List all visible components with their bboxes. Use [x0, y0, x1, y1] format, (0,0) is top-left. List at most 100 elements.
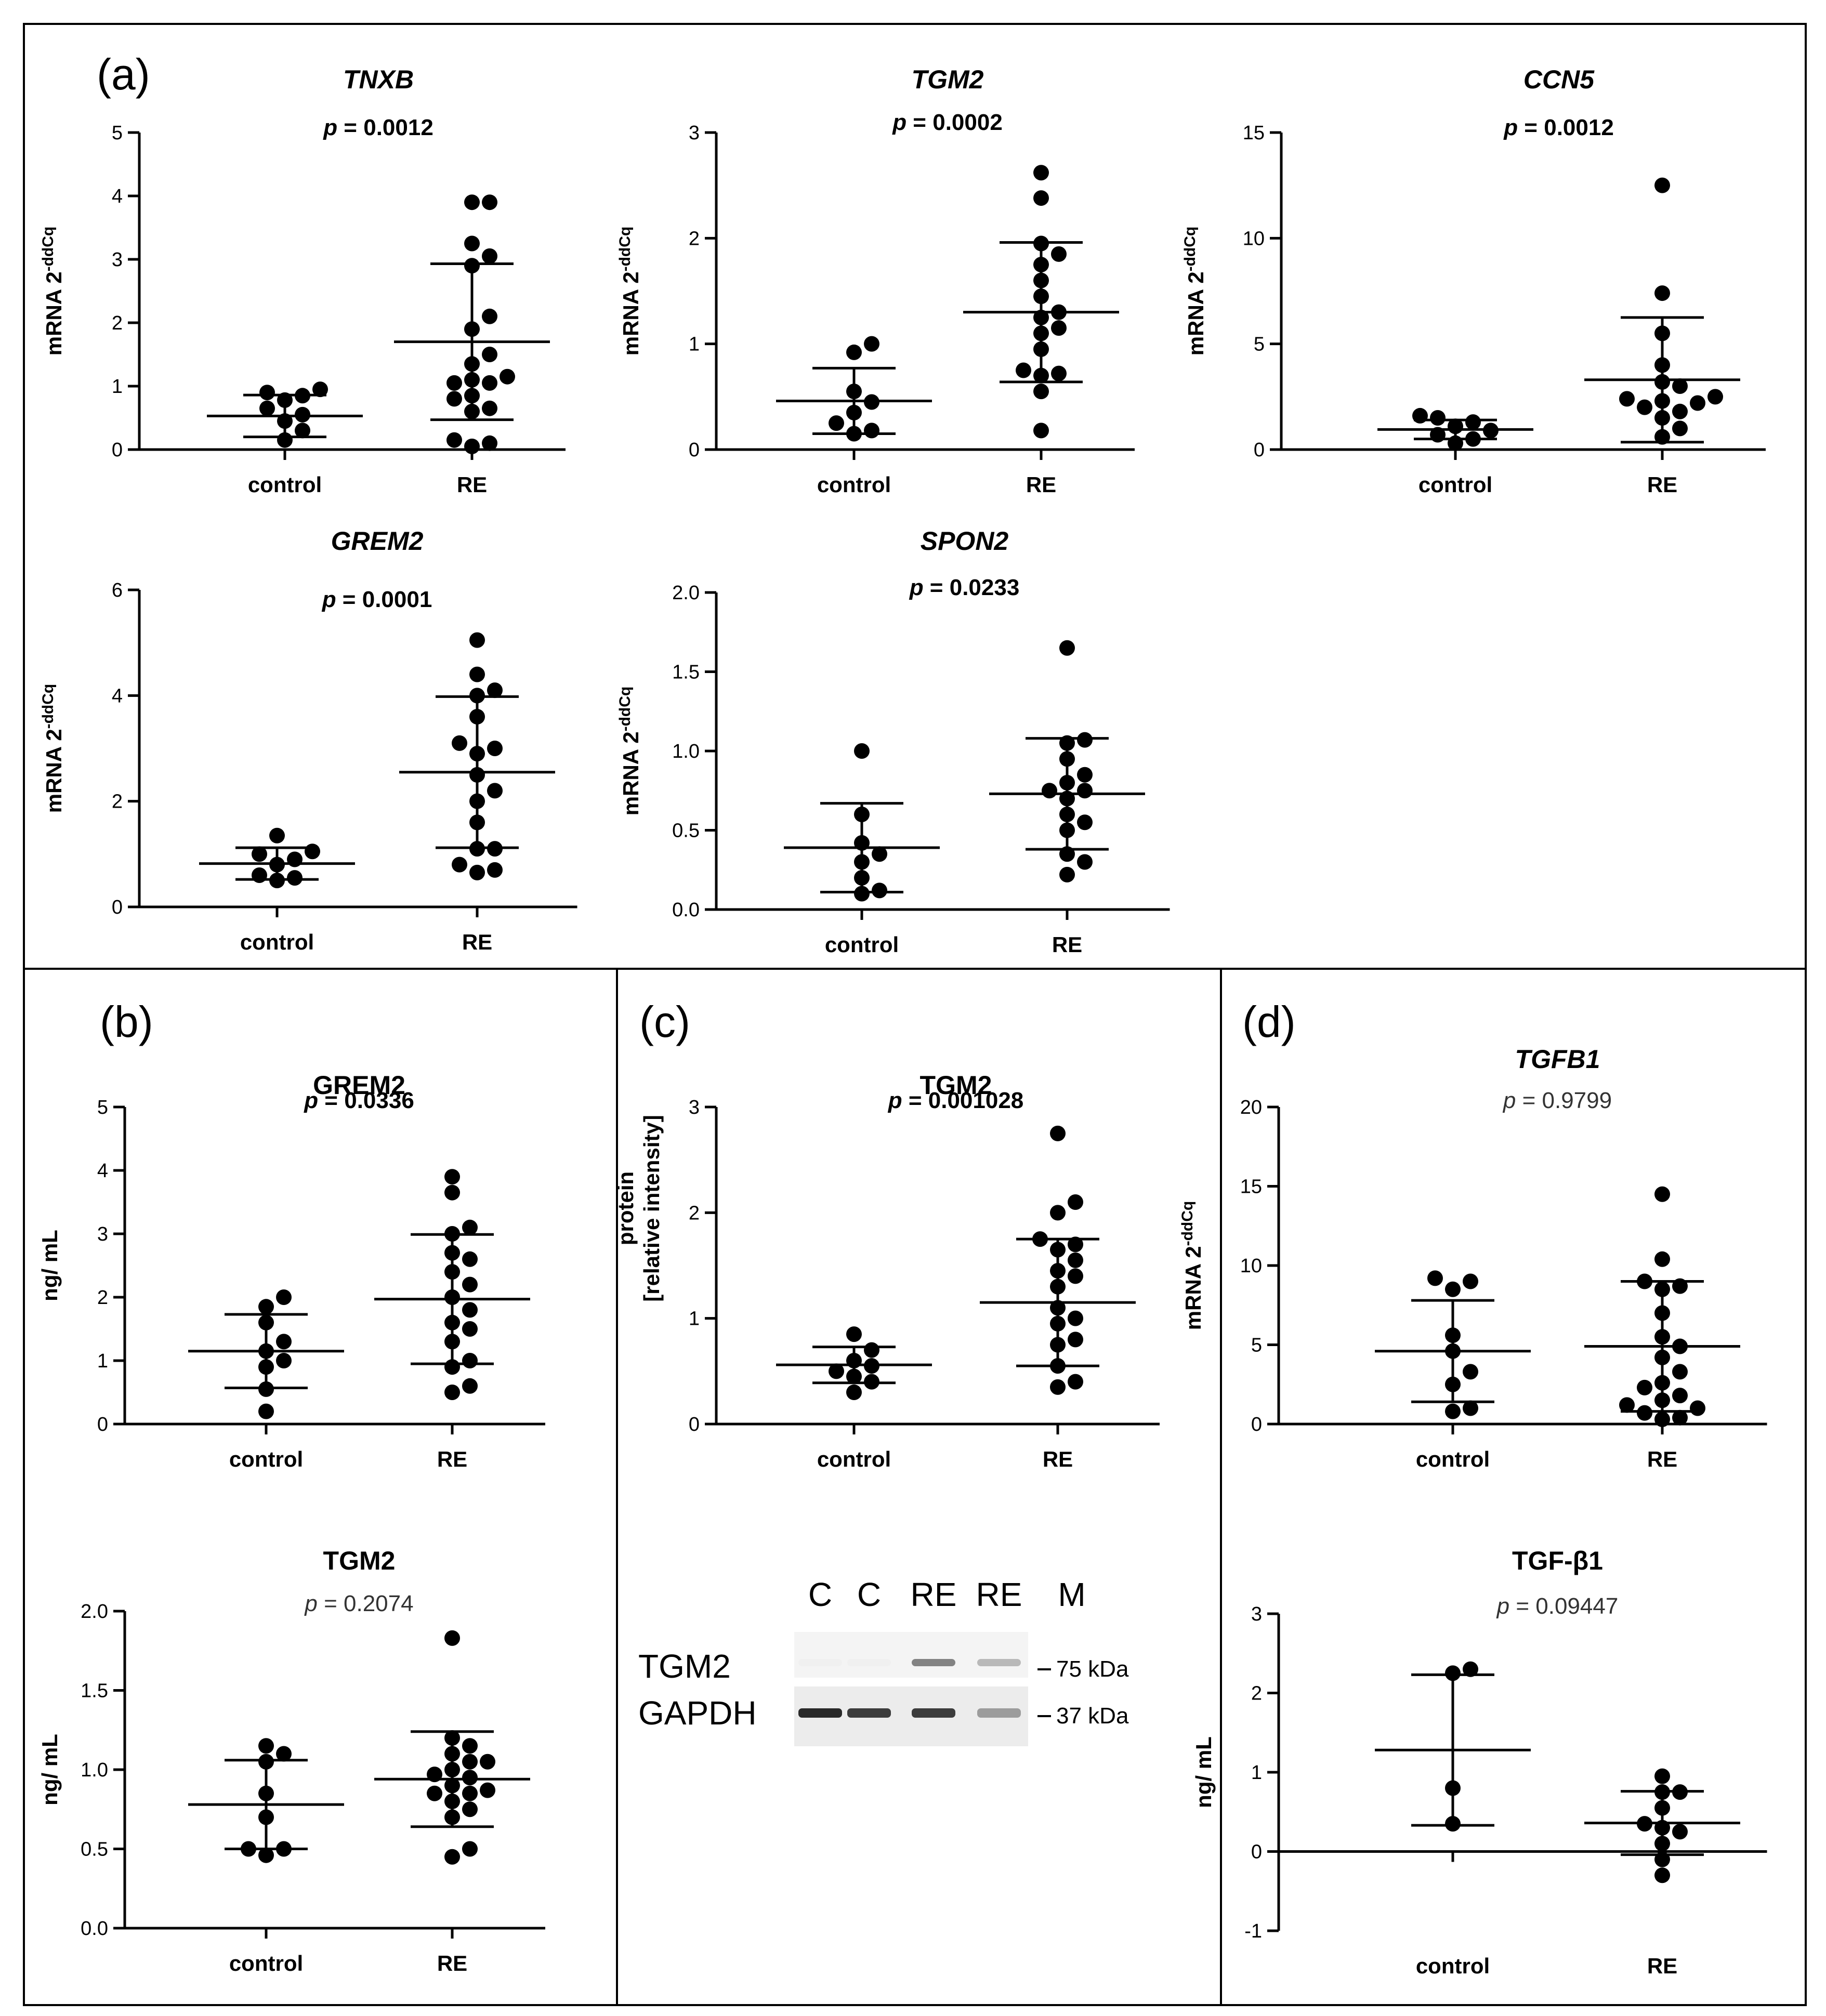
data-point: [872, 846, 887, 862]
y-tick-label: 0.5: [672, 820, 700, 842]
data-point: [1690, 1400, 1705, 1416]
category-label: control: [1416, 1954, 1490, 1978]
y-tick-label: 0: [1251, 1414, 1262, 1435]
data-point: [846, 344, 862, 360]
data-point: [1033, 325, 1049, 341]
y-tick-label: 10: [1240, 1255, 1262, 1277]
data-point: [1077, 732, 1093, 748]
data-point: [444, 1226, 460, 1242]
data-point: [829, 415, 844, 431]
y-axis-label: ng/ mL: [37, 1230, 62, 1301]
y-tick-label: 1.5: [81, 1680, 108, 1702]
blot-band: [847, 1659, 891, 1666]
y-label-superscript: -ddCq: [1181, 227, 1199, 272]
group-control: [1377, 407, 1533, 451]
data-point: [1463, 1364, 1478, 1380]
data-point: [276, 1841, 292, 1857]
chart-title: TNXB: [343, 65, 414, 94]
data-point: [1445, 1816, 1461, 1832]
data-point: [462, 1738, 478, 1754]
y-tick-label: 0.0: [81, 1918, 108, 1940]
data-point: [1445, 1780, 1461, 1796]
blot-band: [912, 1659, 955, 1666]
data-point: [1445, 1343, 1461, 1359]
group-control: [776, 336, 932, 442]
y-tick-label: 0: [112, 439, 123, 461]
y-label-base: mRNA 2: [619, 271, 643, 355]
data-point: [482, 435, 497, 451]
data-point: [1445, 1281, 1461, 1297]
data-point: [482, 400, 497, 416]
y-tick-label: 5: [1251, 1335, 1262, 1356]
blot-lane-label: M: [1058, 1576, 1085, 1613]
category-label: control: [229, 1447, 303, 1471]
data-point: [482, 308, 497, 324]
data-point: [1059, 846, 1075, 862]
p-value-label: p = 0.0012: [1503, 115, 1614, 140]
data-point: [258, 1785, 274, 1801]
chart-tgfb1-mrna: TGFB1 p = 0.9799 0 5 10 15 20 control RE mRNA 2-d…: [1179, 1045, 1767, 1471]
data-point: [482, 347, 497, 362]
data-point: [1033, 257, 1049, 273]
y-tick-label: 0.0: [672, 899, 700, 921]
data-point: [469, 864, 485, 880]
data-point: [1707, 389, 1723, 405]
p-value-label: p = 0.0012: [323, 115, 433, 140]
data-point: [864, 423, 879, 439]
data-point: [1051, 304, 1067, 320]
p-value-text: = 0.0012: [1518, 115, 1614, 140]
p-value-label: p = 0.0001: [322, 587, 432, 612]
category-label: control: [1416, 1447, 1490, 1471]
blot-membrane-tgm2: [794, 1632, 1028, 1678]
y-tick-label: 1.0: [672, 741, 700, 762]
data-point: [1654, 1867, 1670, 1883]
data-point: [1077, 854, 1093, 870]
data-point: [1672, 1364, 1688, 1380]
data-point: [1059, 807, 1075, 822]
y-axis-label: ng/ mL: [37, 1734, 62, 1806]
y-tick-label: 0: [689, 439, 700, 461]
p-symbol: p: [322, 587, 336, 612]
data-point: [446, 432, 462, 448]
data-point: [864, 1358, 879, 1374]
category-label: RE: [1043, 1447, 1073, 1471]
data-point: [452, 857, 467, 873]
data-point: [864, 394, 879, 410]
panel-b-frame: [23, 968, 618, 2006]
y-tick-label: 1: [689, 334, 700, 355]
data-point: [854, 870, 870, 886]
data-point: [1654, 1375, 1670, 1391]
group-RE: [394, 194, 550, 454]
data-point: [1654, 1392, 1670, 1408]
y-tick-label: 2: [112, 791, 123, 813]
y-tick-label: 1.5: [672, 662, 700, 683]
data-point: [295, 406, 310, 423]
y-axis-label: mRNA 2-ddCq: [1181, 227, 1208, 355]
y-tick-label: 2.0: [672, 582, 700, 604]
data-point: [1654, 374, 1670, 390]
y-label-base: mRNA 2: [1181, 1246, 1205, 1330]
data-point: [1068, 1194, 1083, 1210]
data-point: [1672, 1278, 1688, 1294]
p-value-text: = 0.9799: [1516, 1088, 1612, 1113]
category-label: control: [825, 932, 899, 957]
group-RE: [374, 1630, 530, 1865]
y-label-base: mRNA 2: [42, 271, 66, 355]
y-tick-label: 0: [112, 897, 123, 918]
data-point: [1068, 1332, 1083, 1348]
data-point: [469, 841, 485, 857]
data-point: [469, 793, 485, 809]
data-point: [487, 783, 503, 799]
data-point: [1033, 367, 1049, 384]
y-tick-label: 3: [689, 122, 700, 144]
data-point: [464, 356, 480, 372]
data-point: [276, 1746, 292, 1762]
data-point: [464, 194, 480, 210]
data-point: [444, 1289, 460, 1305]
data-point: [846, 404, 862, 420]
data-point: [872, 882, 887, 899]
data-point: [1637, 1816, 1652, 1832]
category-label: control: [240, 930, 314, 954]
